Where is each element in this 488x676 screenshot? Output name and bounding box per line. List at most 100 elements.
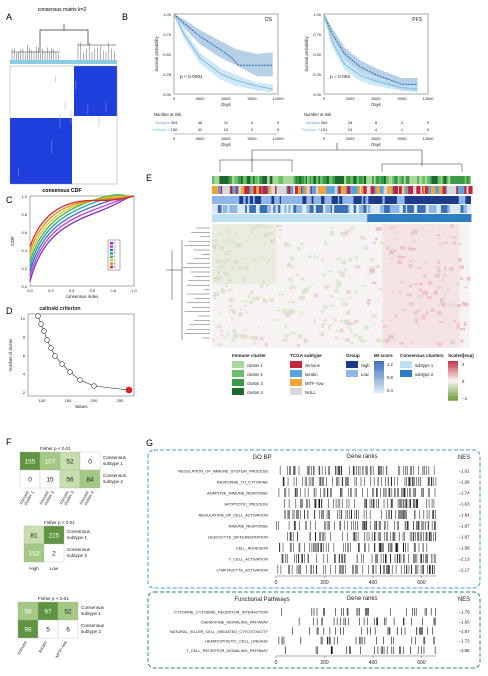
heat-cell (290, 265, 295, 269)
legend-swatch (290, 379, 302, 386)
annot-im-score (229, 205, 233, 213)
annot-consensus (425, 214, 428, 222)
heat-cell (292, 309, 296, 314)
annot-consensus (431, 214, 433, 222)
heat-cell (412, 229, 418, 234)
annot-im-score (463, 205, 468, 213)
fisher-cell (57, 619, 79, 639)
heat-cell (269, 297, 275, 303)
fisher-col-label: Low (50, 566, 59, 571)
annot-immune-cluster (275, 176, 279, 184)
annot-im-score (384, 205, 388, 213)
km-xlabel: Days (221, 102, 231, 107)
annot-tcga-subtype (430, 186, 433, 194)
annot-group (313, 196, 318, 204)
heat-cell (438, 321, 444, 324)
legend-swatch (400, 370, 412, 377)
heat-cell (408, 247, 413, 251)
annot-immune-cluster (319, 176, 324, 184)
annot-im-score (293, 205, 297, 213)
heat-cell (217, 343, 224, 346)
heat-cell (379, 339, 385, 343)
annot-tcga-subtype (249, 186, 253, 194)
fisher-cell-value: 0 (88, 459, 92, 466)
annot-consensus (452, 214, 455, 222)
heat-cell (372, 241, 376, 244)
annot-group (392, 196, 396, 204)
heat-cell (243, 334, 249, 339)
cdf-ytick: 0.8 (21, 212, 27, 217)
heat-cell (283, 333, 290, 338)
heat-cell (292, 285, 296, 289)
annot-consensus (443, 214, 447, 222)
legend-gradient-step (374, 389, 384, 392)
annot-consensus (418, 214, 423, 222)
matrix-noise (59, 114, 61, 129)
fisher-cell-value: 2 (52, 551, 56, 558)
fisher-cell-value: 52 (64, 609, 72, 616)
heat-cell (349, 341, 355, 345)
annot-im-score (448, 205, 451, 213)
fisher-row-label: subtype 1 (103, 461, 123, 466)
consensus-dendrogram (11, 24, 116, 60)
heat-col-dendro (251, 149, 423, 172)
annot-immune-cluster (454, 176, 458, 184)
heat-cell (224, 258, 231, 262)
annot-consensus (261, 214, 265, 222)
fisher-cell-value: 107 (45, 459, 56, 466)
annot-group (447, 196, 452, 204)
heat-cell (264, 225, 269, 228)
annot-immune-cluster (322, 176, 327, 184)
heat-cell (216, 259, 222, 264)
heat-cell (436, 268, 441, 273)
annot-consensus (307, 214, 312, 222)
annot-tcga-subtype (464, 186, 467, 194)
km-risk-label: Subtype 2 (152, 127, 171, 132)
annot-im-score (425, 205, 430, 213)
matrix-frame (9, 65, 118, 185)
heat-cell (231, 265, 235, 270)
annot-im-score (277, 205, 281, 213)
heat-cell (437, 286, 442, 289)
annot-group (395, 196, 398, 204)
heat-cell (222, 336, 227, 339)
annot-tcga-subtype (276, 186, 281, 194)
annot-consensus (454, 214, 457, 222)
annot-tcga-subtype (295, 186, 299, 194)
heat-cell (260, 256, 264, 260)
annot-tcga-subtype (271, 186, 276, 194)
annot-group (269, 196, 272, 204)
annot-immune-cluster (413, 176, 416, 184)
annot-im-score (370, 205, 374, 213)
annot-consensus (455, 214, 458, 222)
heat-cell (290, 332, 296, 335)
annot-tcga-subtype (392, 186, 394, 194)
annot-im-score (417, 205, 421, 213)
legend-gradient-step (374, 365, 384, 368)
annot-immune-cluster (243, 176, 247, 184)
annot-consensus (394, 214, 397, 222)
annot-immune-cluster (397, 176, 400, 184)
km-band-subtype-2 (174, 14, 273, 93)
annot-tcga-subtype (303, 186, 305, 194)
heat-cell (262, 280, 265, 285)
heat-cell (421, 316, 426, 320)
annot-group (379, 196, 383, 204)
heat-cell (379, 241, 384, 244)
km-risk-value: 8 (375, 120, 378, 125)
annot-immune-cluster (418, 176, 423, 184)
gsea-term: REGULATION_OF_CELL_ACTIVATION (199, 513, 269, 518)
gsea-term: HEMATOPOIETIC_CELL_LINEAGE (205, 639, 268, 644)
heat-col-dendro (219, 159, 293, 172)
annot-consensus (315, 214, 318, 222)
heat-cell (290, 281, 293, 285)
legend-gradient-step (448, 391, 458, 394)
legend-swatch (290, 388, 302, 395)
calinski-line (37, 315, 130, 391)
annot-consensus (449, 214, 453, 222)
heat-cell (408, 284, 413, 288)
annot-tcga-subtype (240, 186, 245, 194)
cdf-curve (29, 195, 135, 282)
heat-cell (459, 242, 462, 245)
